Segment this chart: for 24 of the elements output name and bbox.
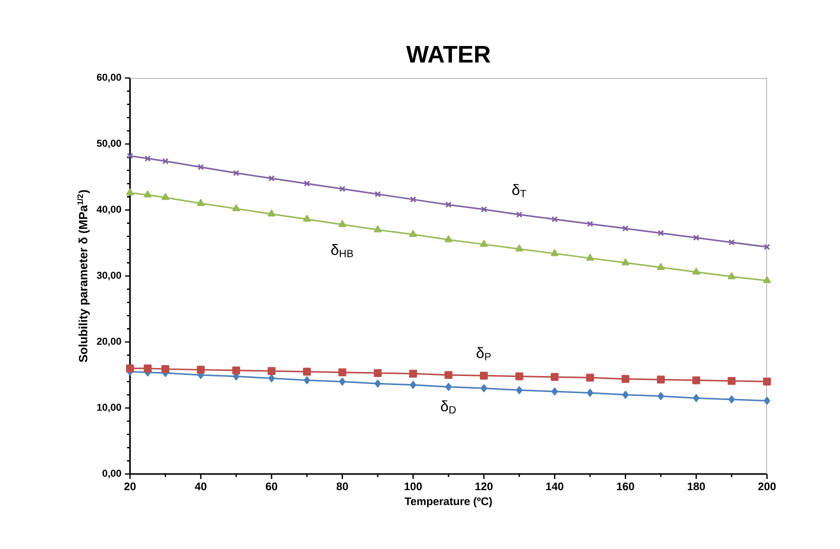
x-tick-label: 60	[266, 482, 278, 490]
series-label: δ$_{T}$	[512, 184, 526, 198]
y-tick-label: 60,00	[96, 74, 122, 82]
series-label: δ$_{P}$	[476, 347, 491, 360]
x-axis-title: Temperature (ºC)	[404, 497, 492, 508]
x-tick-label: 200	[758, 482, 776, 490]
x-tick-label: 40	[194, 482, 206, 490]
chart-title: WATER	[406, 46, 490, 63]
x-tick-label: 140	[546, 482, 564, 490]
y-tick-label: 20,00	[96, 338, 122, 346]
x-tick-label: 20	[124, 482, 136, 490]
x-tick-label: 160	[616, 482, 634, 490]
y-tick-label: 30,00	[96, 272, 122, 280]
y-axis-title: Solubility parameter δ (MPa$^{1/2}$)	[77, 190, 90, 362]
y-tick-label: 50,00	[96, 140, 122, 148]
x-tick-label: 180	[688, 482, 705, 490]
x-tick-label: 120	[475, 482, 493, 490]
y-tick-label: 10,00	[97, 404, 122, 412]
x-tick-label: 100	[404, 482, 422, 490]
series-label: δ$_{HB}$	[331, 244, 353, 258]
x-tick-label: 80	[336, 482, 348, 490]
y-tick-label: 0,00	[102, 470, 122, 478]
series-label: δ$_{D}$	[440, 400, 456, 414]
y-tick-label: 40,00	[96, 206, 122, 214]
